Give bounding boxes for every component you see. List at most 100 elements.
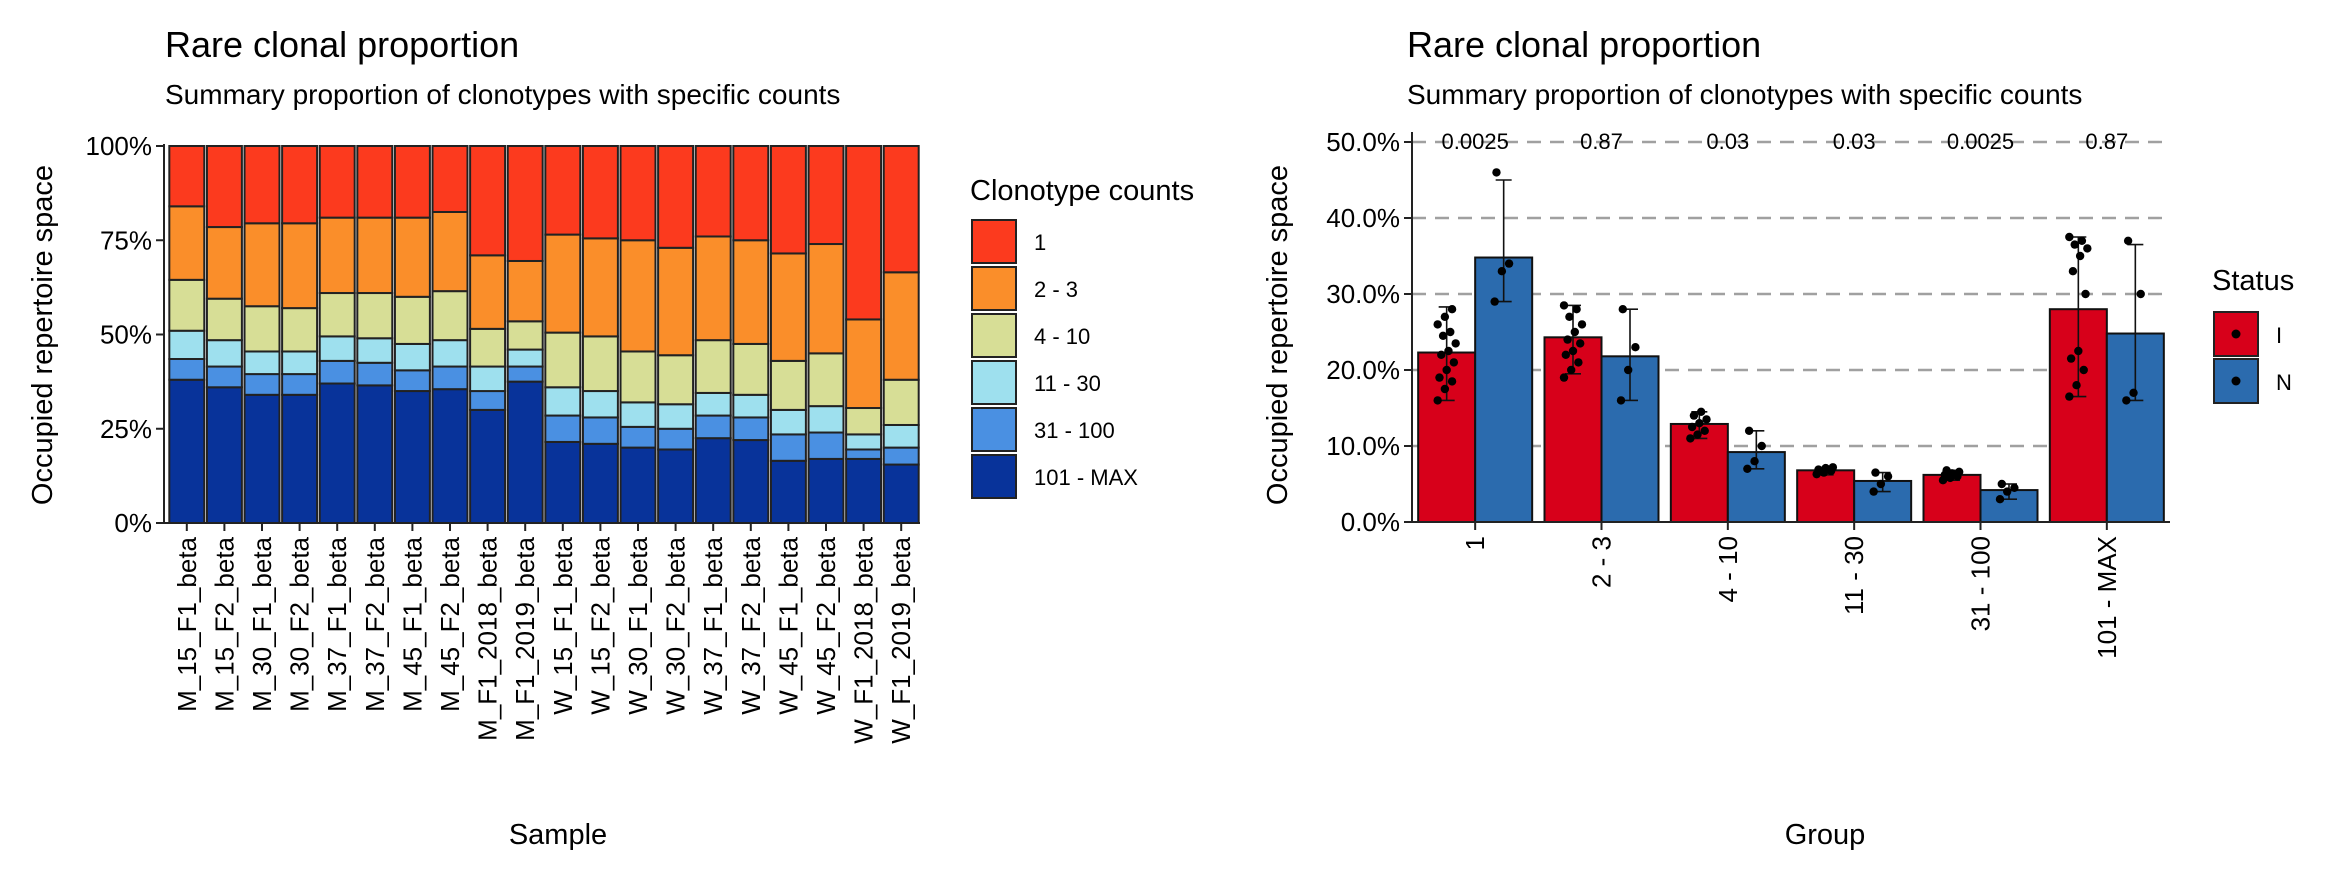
data-point [2065, 392, 2074, 401]
bar-segment [168, 278, 206, 332]
data-point [1574, 358, 1583, 367]
data-point [2068, 267, 2078, 276]
p-value-label: 0.87 [1580, 129, 1623, 154]
left-y-axis: 0% 25% 50% 75% 100% [86, 131, 920, 538]
data-point [1565, 312, 1574, 321]
left-y-axis-title: Occupied repertoire space [27, 165, 59, 505]
bar-segment [732, 239, 770, 345]
bar-segment [882, 271, 920, 381]
x-tick-label: 101 - MAX [2092, 536, 2122, 659]
bar-segment [393, 390, 431, 524]
data-point [1883, 472, 1893, 481]
bar-segment [882, 145, 920, 274]
data-point [1695, 419, 1704, 428]
right-legend: Status IN [2212, 265, 2294, 404]
legend-label: 31 - 100 [1034, 418, 1115, 443]
grouped-bar-chart: Rare clonal proportion Summary proportio… [1262, 24, 2294, 851]
right-bars: 0.0025 0.87 0.03 0.03 0.0025 0.87 [1417, 129, 2165, 524]
bar-segment [431, 339, 469, 368]
data-point [2083, 244, 2092, 253]
bar-segment [281, 393, 319, 524]
left-x-axis: M_15_F1_beta M_15_F2_beta M_30_F1_beta M_30… [172, 523, 916, 744]
bar-segment [694, 145, 732, 238]
right-y-axis: 0.0% 10.0% 20.0% 30.0% 40.0% 50.0% [1326, 127, 2170, 537]
bar-segment [732, 416, 770, 442]
left-chart-subtitle: Summary proportion of clonotypes with sp… [165, 79, 840, 110]
data-point [2066, 354, 2076, 363]
data-point [1570, 327, 1580, 337]
bar-segment [657, 448, 695, 525]
x-tick-label: W_45_F2_beta [811, 536, 841, 714]
bar-segment [769, 359, 807, 411]
right-chart-title: Rare clonal proportion [1407, 24, 1761, 65]
bar-segment [356, 292, 394, 340]
data-point [2123, 236, 2133, 245]
bar-segment [694, 414, 732, 440]
bar-segment [845, 448, 883, 460]
right-chart-subtitle: Summary proportion of clonotypes with sp… [1407, 79, 2082, 110]
x-tick-label: M_F1_2019_beta [510, 536, 540, 740]
legend-label: 4 - 10 [1034, 324, 1090, 349]
bar-segment [845, 433, 883, 451]
bar-segment [732, 439, 770, 524]
bar-segment [393, 369, 431, 393]
bar-segment [281, 373, 319, 396]
data-point [2081, 289, 2090, 299]
bar-segment [581, 442, 619, 524]
legend-point-icon [2231, 376, 2241, 386]
bar-segment [431, 290, 469, 342]
data-point [1440, 384, 1450, 394]
bar-segment [318, 145, 356, 219]
data-point [1750, 457, 1759, 466]
data-point [1433, 396, 1442, 405]
data-point [1696, 407, 1706, 416]
bar-segment [393, 145, 431, 219]
data-point [2122, 396, 2131, 405]
bar-segment [469, 365, 507, 393]
data-point [2070, 240, 2079, 249]
bar-segment [619, 401, 657, 428]
bar-segment [544, 145, 582, 236]
bar-segment [882, 463, 920, 524]
data-point [2003, 487, 2012, 496]
bar-segment [694, 339, 732, 394]
bar-segment [318, 292, 356, 338]
legend-label: 11 - 30 [1034, 371, 1101, 396]
bar-segment [356, 384, 394, 524]
data-point [1689, 411, 1699, 420]
data-point [1559, 301, 1569, 310]
bar [1922, 473, 1982, 524]
data-point [2074, 346, 2083, 356]
data-point [2079, 365, 2088, 375]
y-tick-label: 25% [100, 414, 152, 444]
data-point [2072, 381, 2081, 390]
bar-segment [882, 378, 920, 426]
left-legend: Clonotype counts 1 2 - 3 4 - 10 11 - 30 31 -… [970, 175, 1194, 499]
y-tick-label: 30.0% [1326, 279, 1400, 309]
bar-segment [581, 390, 619, 419]
bar-segment [694, 437, 732, 525]
bar-segment [281, 145, 319, 225]
y-tick-label: 50.0% [1326, 127, 1400, 157]
data-point [1438, 331, 1448, 340]
bar-segment [544, 331, 582, 389]
bar-segment [506, 259, 544, 323]
data-point [1497, 267, 1507, 276]
bar-segment [619, 446, 657, 525]
data-point [1828, 463, 1838, 472]
data-point [1446, 327, 1455, 337]
data-point [1955, 467, 1964, 477]
bar-segment [845, 318, 883, 410]
bar-segment [243, 305, 281, 353]
bar-segment [243, 222, 281, 308]
x-tick-label: M_30_F2_beta [285, 536, 315, 711]
bar-segment [845, 145, 883, 321]
bar-segment [619, 350, 657, 404]
legend-swatch [971, 219, 1017, 264]
bar-segment [882, 423, 920, 449]
x-tick-label: M_30_F1_beta [247, 536, 277, 711]
data-point [1492, 168, 1501, 177]
bar-segment [506, 320, 544, 351]
x-tick-label: W_37_F2_beta [736, 536, 766, 714]
bar-segment [205, 226, 243, 300]
